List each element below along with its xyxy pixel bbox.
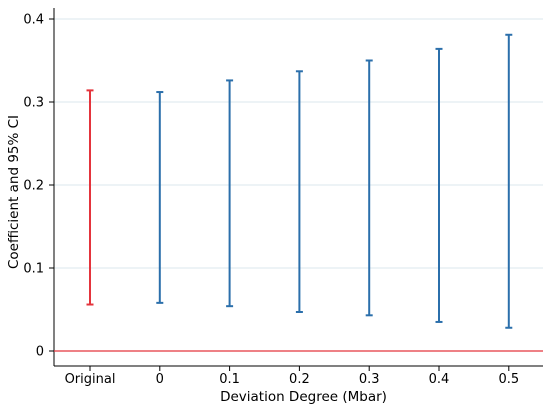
- ci-bar-0.5: [505, 33, 513, 329]
- ci-bar-0.1: [226, 79, 234, 308]
- y-axis-ticks: 0 0.1 0.2 0.3 0.4: [23, 13, 54, 360]
- x-axis-ticks: Original 0 0.1 0.2 0.3 0.4 0.5: [65, 366, 519, 387]
- y-axis-title: Coefficient and 95% CI: [6, 115, 22, 269]
- x-axis-title: Deviation Degree (Mbar): [220, 389, 387, 405]
- x-tick-label: 0.2: [289, 372, 310, 387]
- x-tick-label: Original: [65, 372, 116, 387]
- x-tick-label: 0.4: [429, 372, 450, 387]
- x-tick-label: 0.5: [498, 372, 519, 387]
- y-tick-label: 0: [36, 345, 44, 360]
- x-tick-label: 0: [156, 372, 164, 387]
- ci-bar-0.4: [435, 47, 443, 323]
- ci-bar-0: [156, 91, 164, 304]
- x-tick-label: 0.3: [359, 372, 380, 387]
- ci-bar-0.3: [365, 59, 373, 317]
- y-tick-label: 0.1: [23, 262, 44, 277]
- confidence-intervals: [86, 33, 513, 329]
- ci-bar-Original: [86, 89, 94, 306]
- y-tick-label: 0.2: [23, 179, 44, 194]
- y-tick-label: 0.3: [23, 96, 44, 111]
- y-tick-label: 0.4: [23, 13, 44, 28]
- x-tick-label: 0.1: [219, 372, 240, 387]
- ci-bar-0.2: [295, 70, 303, 313]
